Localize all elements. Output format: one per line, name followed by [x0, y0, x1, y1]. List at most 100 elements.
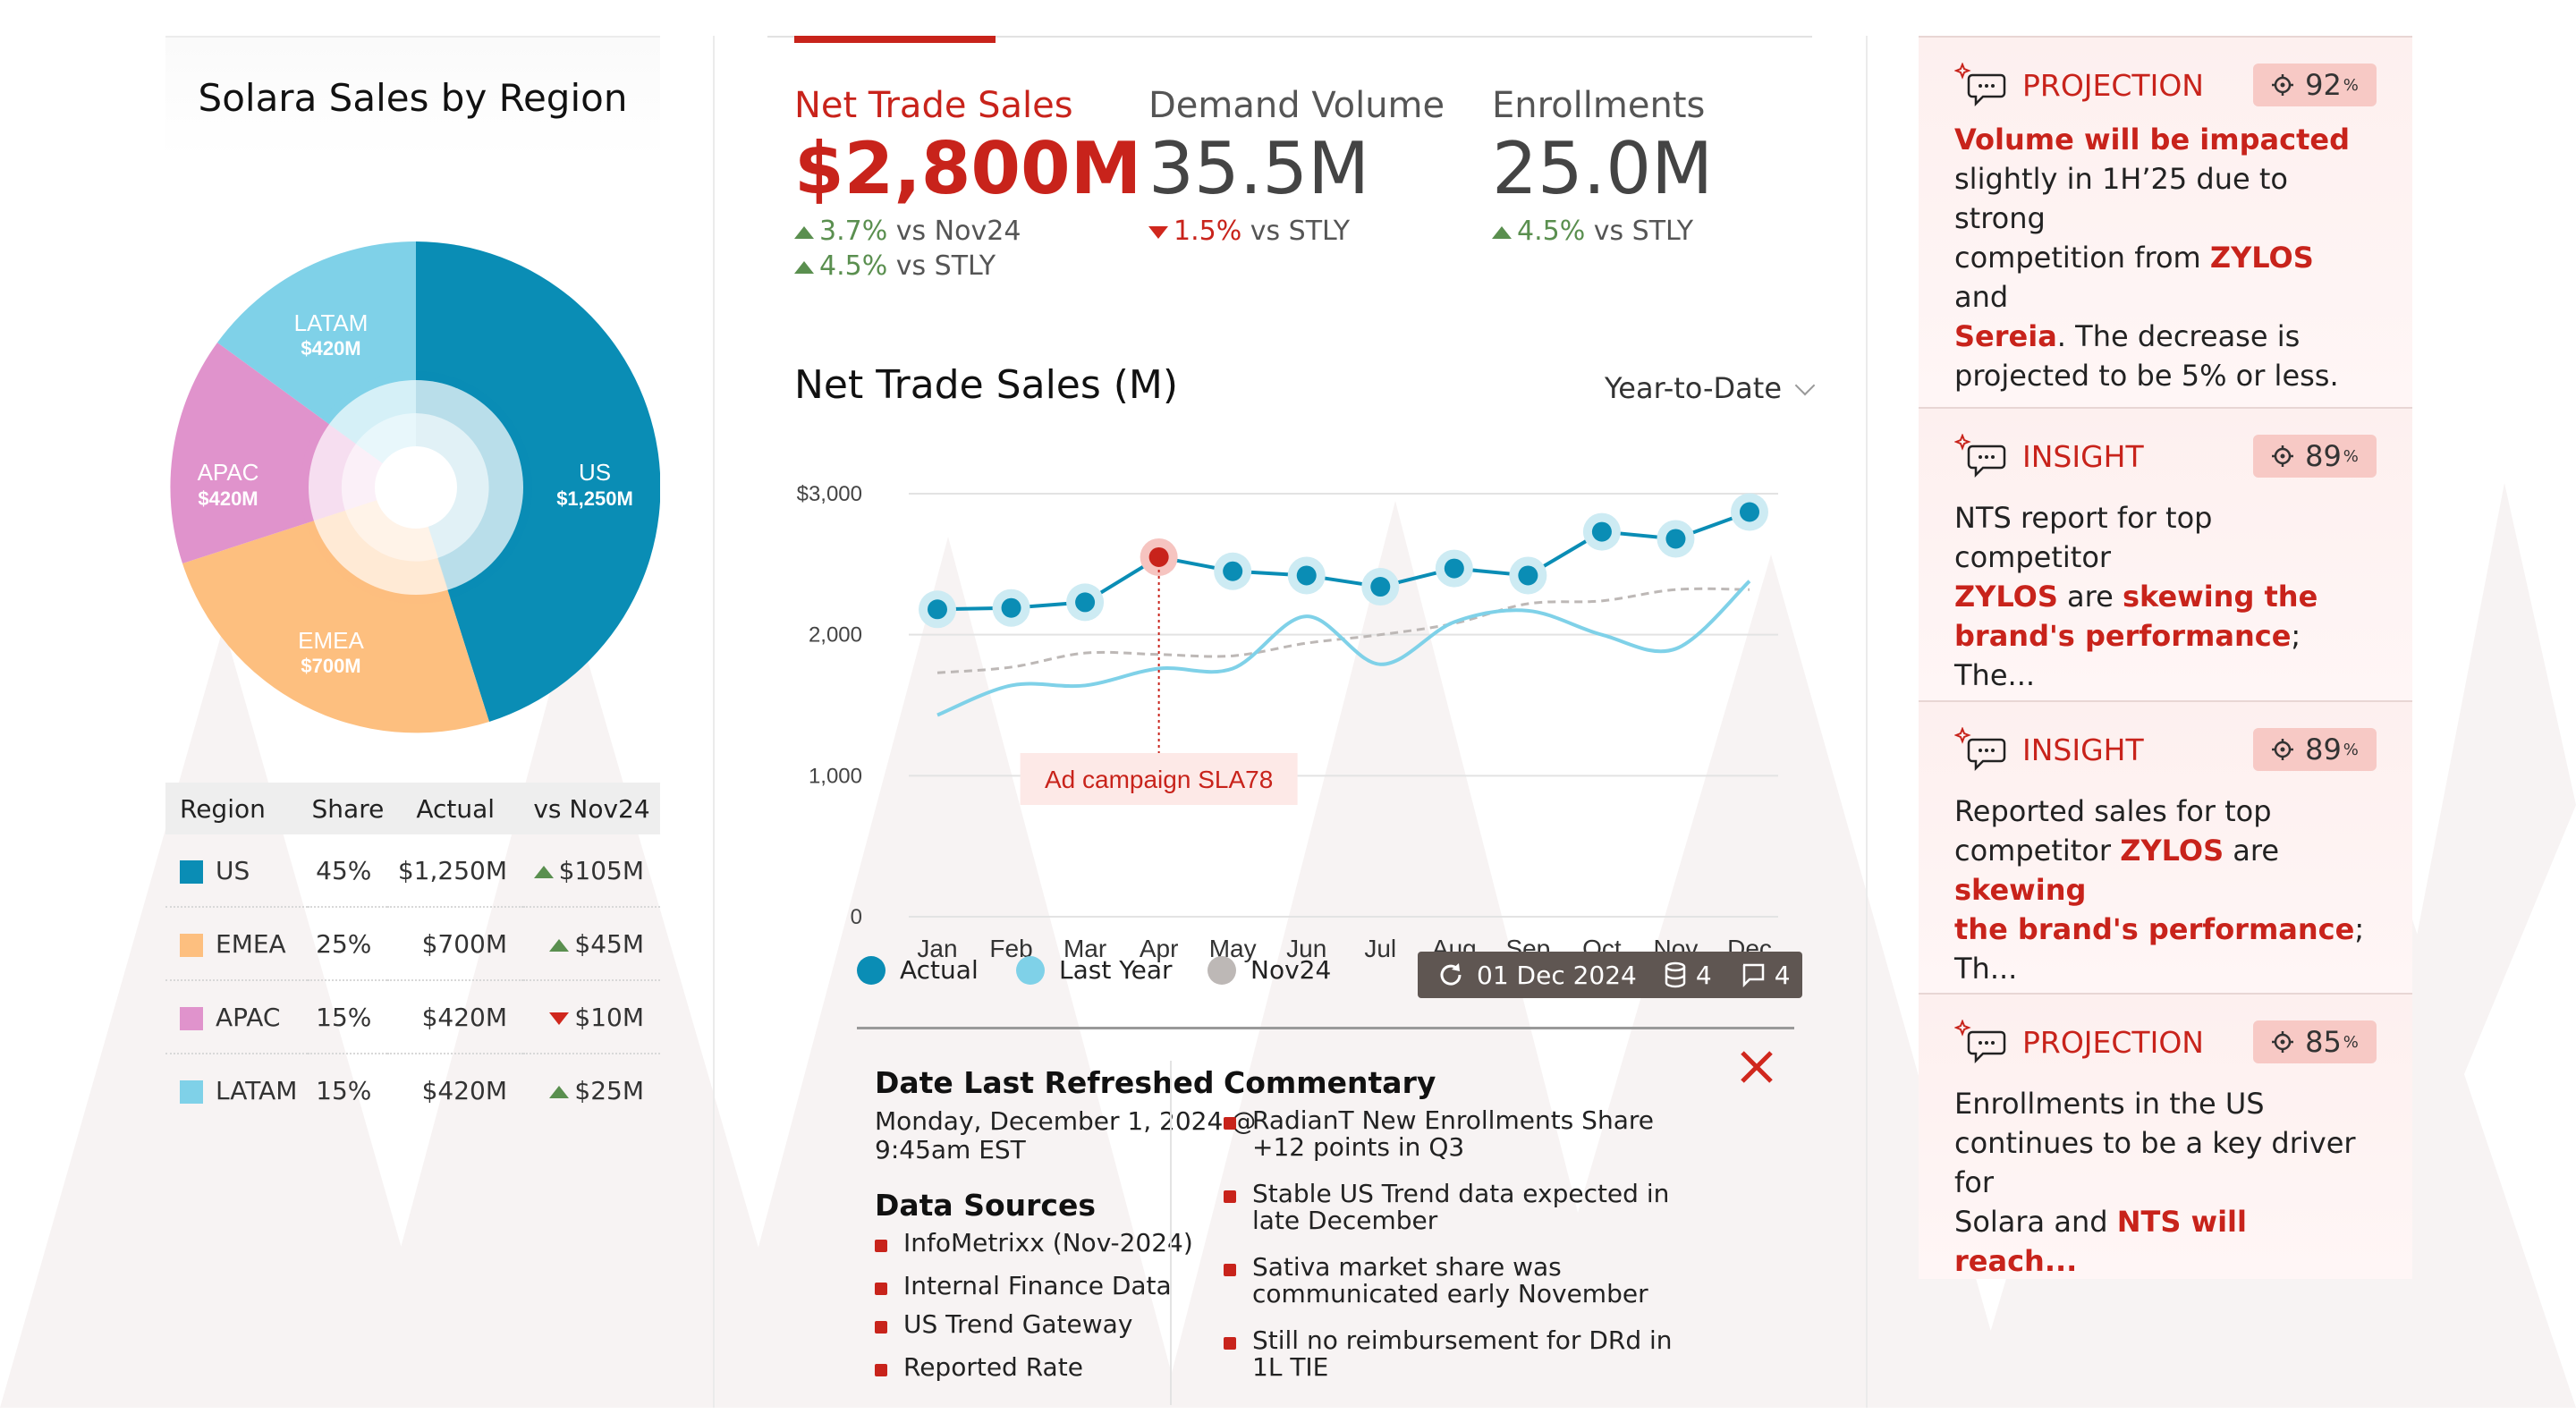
text-span: Enrollments in the US: [1954, 1087, 2265, 1121]
y-tick-label: 1,000: [809, 764, 862, 788]
confidence-badge: 89%: [2253, 435, 2377, 478]
donut-value-us: $1,250M: [556, 487, 633, 510]
commentary-list: RadianT New Enrollments Share +12 points …: [1224, 1107, 1724, 1381]
commentary-line: 1L TIE: [1252, 1352, 1329, 1382]
insight-card[interactable]: PROJECTION 85% Enrollments in the US con…: [1919, 993, 2412, 1279]
legend-last-year[interactable]: Last Year: [1016, 955, 1173, 985]
kpi-enrollments[interactable]: Enrollments 25.0M 4.5% vs STLY: [1492, 85, 1713, 247]
commentary-line: Stable US Trend data expected in: [1252, 1179, 1670, 1208]
x-tick-label: Mar: [1063, 935, 1106, 962]
kpi-net-trade-sales[interactable]: Net Trade Sales $2,800M 3.7% vs Nov24 4.…: [794, 85, 1141, 282]
details-divider: [1170, 1061, 1172, 1405]
data-source-count: 4: [1695, 960, 1712, 990]
card-type: INSIGHT: [2022, 732, 2144, 767]
up-arrow-icon: [549, 938, 570, 952]
table-row[interactable]: EMEA 25% $700M $45M: [165, 907, 660, 981]
sources-title: Data Sources: [875, 1188, 1096, 1223]
donut-slice-us[interactable]: [416, 241, 660, 722]
confidence-badge: 89%: [2253, 728, 2377, 771]
data-point-actual[interactable]: [928, 599, 947, 620]
data-point-actual[interactable]: [1740, 502, 1759, 522]
donut-slice-apac[interactable]: [170, 343, 356, 563]
range-dropdown[interactable]: Year-to-Date: [1605, 371, 1816, 405]
delta-value: $10M: [574, 1002, 644, 1032]
table-row[interactable]: US 45% $1,250M $105M: [165, 834, 660, 908]
data-point-actual[interactable]: [1001, 597, 1021, 618]
cell-actual: $420M: [421, 1075, 507, 1105]
target-icon: [2272, 739, 2294, 760]
data-point-actual[interactable]: [1370, 577, 1391, 597]
text-span: ZYLOS: [2209, 241, 2314, 275]
y-tick-label: $3,000: [797, 482, 862, 506]
table-row[interactable]: LATAM 15% $420M $25M: [165, 1054, 660, 1126]
data-point-actual[interactable]: [1591, 521, 1612, 542]
legend-label: Nov24: [1250, 955, 1332, 985]
close-icon[interactable]: [1737, 1047, 1776, 1087]
donut-value-apac: $420M: [198, 487, 258, 510]
status-pill[interactable]: 01 Dec 2024 4 4: [1418, 952, 1802, 998]
ai-chat-icon: [1954, 434, 2006, 478]
text-span: Reported sales for top: [1954, 794, 2272, 828]
chevron-down-icon: [1794, 375, 1816, 396]
text-span: competition from: [1954, 241, 2210, 275]
cell-actual: $420M: [387, 980, 523, 1054]
x-tick-label: Apr: [1140, 935, 1179, 962]
card-text: NTS report for top competitor ZYLOS are …: [1954, 498, 2377, 695]
down-arrow-icon: [1148, 225, 1168, 239]
up-arrow-icon: [549, 1085, 570, 1098]
text-span: Sereia: [1954, 319, 2057, 353]
legend-actual[interactable]: Actual: [857, 955, 979, 985]
kpi-demand-volume[interactable]: Demand Volume 35.5M 1.5% vs STLY: [1148, 85, 1445, 247]
commentary-line: late December: [1252, 1206, 1438, 1235]
legend-last-year-dot: [1016, 955, 1045, 985]
cell-actual: $700M: [387, 907, 523, 981]
kpi-value: 35.5M: [1148, 127, 1370, 210]
donut-label-emea: EMEA: [298, 627, 364, 654]
column-divider: [713, 36, 715, 1408]
text-span: are: [2057, 580, 2123, 614]
data-point-actual[interactable]: [1075, 592, 1096, 613]
text-span: Solara and: [1954, 1205, 2117, 1239]
confidence-unit: %: [2343, 740, 2359, 759]
card-header: PROJECTION 92%: [1954, 63, 2377, 107]
insight-card[interactable]: INSIGHT 89% NTS report for top competito…: [1919, 407, 2412, 700]
insight-card[interactable]: INSIGHT 89% Reported sales for top compe…: [1919, 700, 2412, 993]
text-span: NTS report for top competitor: [1954, 501, 2213, 574]
cell-share: 25%: [308, 907, 388, 981]
legend-nov24[interactable]: Nov24: [1208, 955, 1331, 985]
insight-card[interactable]: PROJECTION 92% Volume will be impacted s…: [1919, 36, 2412, 407]
region-table: Region Share Actual vs Nov24 US 45% $1,2…: [165, 783, 660, 1126]
kpi-label: Demand Volume: [1148, 85, 1445, 126]
details-popover: Date Last Refreshed Monday, December 1, …: [857, 1027, 1794, 1414]
data-point-actual[interactable]: [1296, 565, 1317, 586]
cell-share: 15%: [308, 980, 388, 1054]
cell-delta: $45M: [523, 907, 660, 981]
swatch-us: [180, 859, 203, 884]
region-name: US: [216, 855, 250, 885]
data-point-actual[interactable]: [1518, 565, 1538, 586]
table-row[interactable]: APAC 15% $420M $10M: [165, 980, 660, 1054]
commentary-line: communicated early November: [1252, 1279, 1648, 1308]
data-point-actual[interactable]: [1444, 558, 1464, 579]
cell-region: LATAM: [165, 1054, 308, 1126]
legend-label: Last Year: [1059, 955, 1173, 985]
table-header-row: Region Share Actual vs Nov24: [165, 783, 660, 834]
comment-icon: [1742, 963, 1764, 987]
text-span: ; Th...: [1954, 912, 2365, 986]
cell-actual: $1,250M: [387, 834, 523, 908]
text-span: are: [2224, 834, 2280, 868]
text-span: slightly in 1H’25 due to strong: [1954, 162, 2288, 235]
card-header: INSIGHT 89%: [1954, 434, 2377, 478]
range-dropdown-value: Year-to-Date: [1605, 371, 1782, 405]
data-point-actual[interactable]: [1223, 561, 1243, 581]
refresh-section: Date Last Refreshed Monday, December 1, …: [875, 1065, 1295, 1381]
series-line-last-year: [936, 580, 1751, 717]
data-point-actual[interactable]: [1665, 529, 1686, 549]
card-header: PROJECTION 85%: [1954, 1020, 2377, 1064]
donut-label-apac: APAC: [198, 459, 259, 486]
text-span: the brand's performance: [1954, 912, 2355, 946]
annotation-box[interactable]: [1020, 753, 1298, 805]
delta-text: vs STLY: [895, 250, 996, 282]
donut-label-latam: LATAM: [294, 309, 369, 336]
cell-region: APAC: [165, 980, 309, 1054]
